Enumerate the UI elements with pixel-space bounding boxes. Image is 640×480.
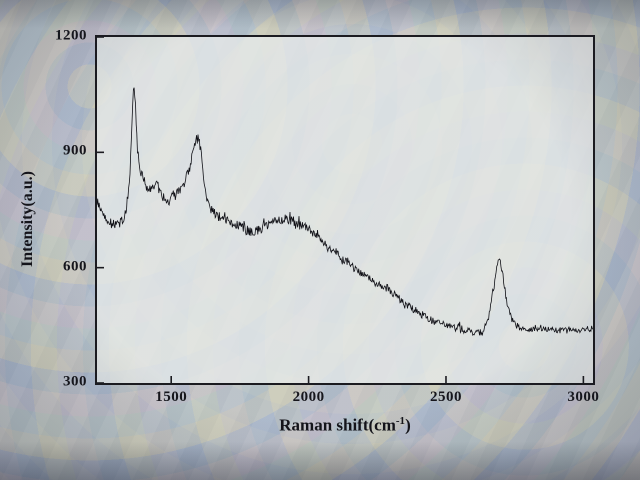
- x-axis-label-superscript: -1: [395, 415, 406, 427]
- x-axis-label-text: Raman shift(cm: [279, 415, 396, 435]
- x-tick-label: 3000: [567, 389, 600, 405]
- y-tick-label: 300: [63, 373, 87, 390]
- y-tick-label: 600: [63, 258, 87, 275]
- x-axis-label-close: ): [405, 415, 411, 435]
- x-axis-label: Raman shift(cm-1): [95, 415, 595, 436]
- y-tick-label: 900: [63, 142, 87, 159]
- x-tick-label: 2500: [429, 389, 462, 405]
- y-tick-label: 1200: [55, 27, 87, 44]
- plot-area: [95, 35, 595, 385]
- x-tick-label: 2000: [292, 389, 325, 405]
- raman-spectrum-path: [97, 87, 593, 337]
- spectrum-line: [97, 37, 593, 383]
- x-tick-label: 1500: [155, 389, 188, 405]
